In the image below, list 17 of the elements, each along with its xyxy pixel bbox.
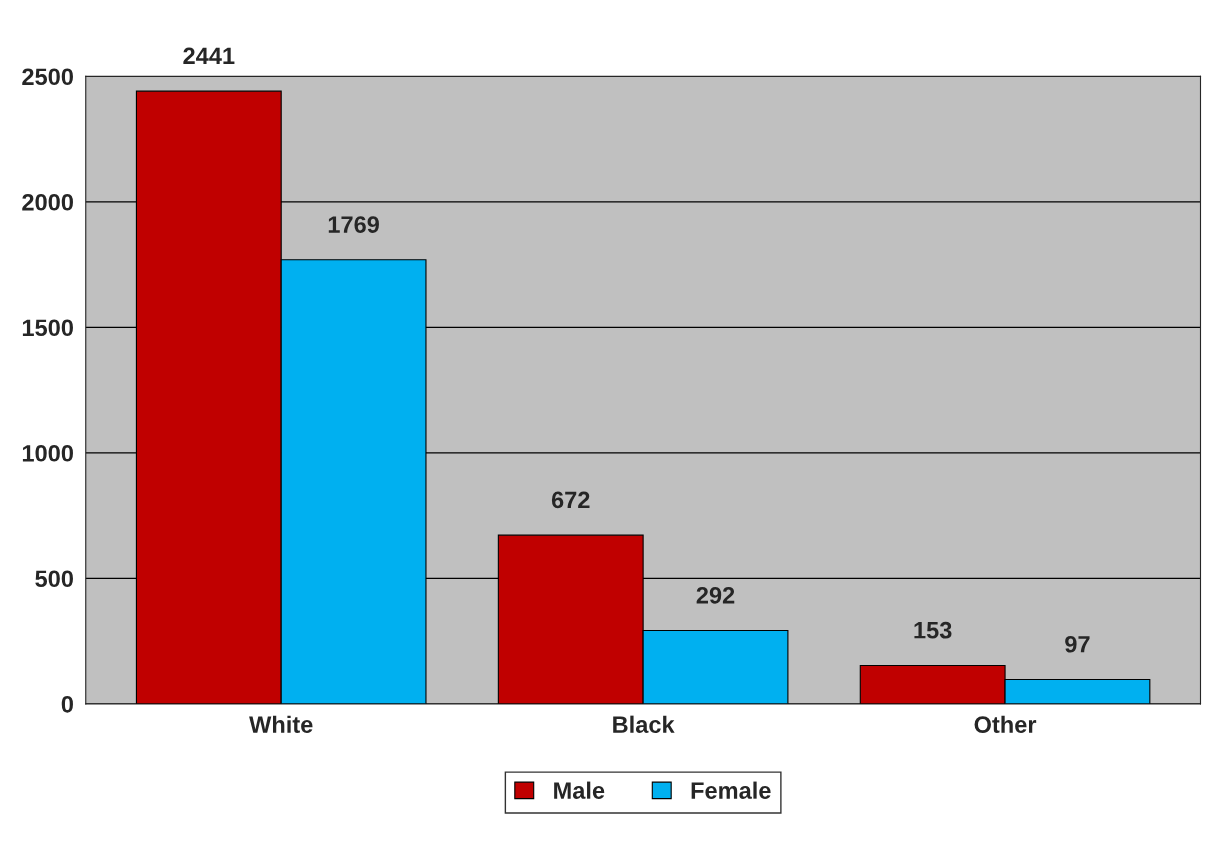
y-tick-label: 500 [35,570,73,588]
x-tick-label: Other [974,715,1037,733]
y-tick-label: 1000 [22,444,73,462]
y-tick-label: 1500 [22,319,73,337]
data-label: 292 [696,586,735,604]
legend-label: Male [554,781,605,799]
data-label: 2441 [183,47,235,65]
x-tick-label: Black [613,715,675,733]
data-label: 672 [551,491,590,509]
data-label: 1769 [328,216,379,233]
legend-label: Female [691,781,771,799]
y-tick-label: 0 [61,695,73,713]
data-label: 97 [1065,635,1090,653]
y-tick-label: 2500 [22,68,73,86]
y-tick-label: 2000 [22,193,73,211]
data-label: 153 [914,621,952,639]
x-tick-label: White [249,715,313,733]
